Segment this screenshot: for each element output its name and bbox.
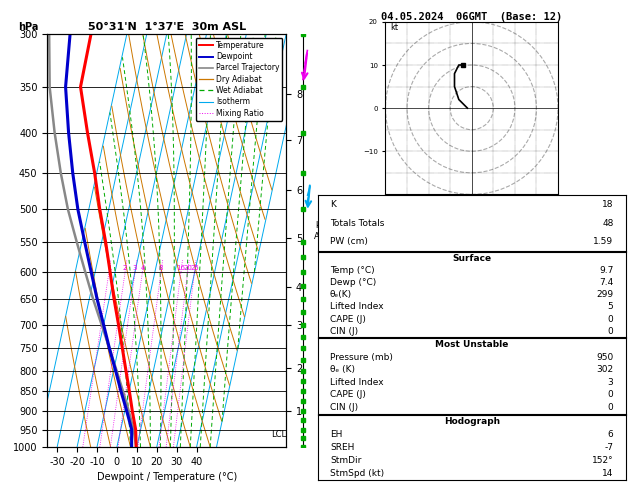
Text: 0: 0 [608, 403, 613, 412]
Text: Totals Totals: Totals Totals [330, 219, 384, 228]
Text: EH: EH [330, 430, 342, 439]
Y-axis label: km
ASL: km ASL [314, 221, 330, 241]
Text: 299: 299 [596, 290, 613, 299]
Text: StmSpd (kt): StmSpd (kt) [330, 469, 384, 478]
Text: 302: 302 [596, 365, 613, 374]
Text: CAPE (J): CAPE (J) [330, 390, 366, 399]
Text: 3: 3 [608, 378, 613, 387]
Text: SREH: SREH [330, 443, 354, 452]
Text: θₑ (K): θₑ (K) [330, 365, 355, 374]
Text: 950: 950 [596, 352, 613, 362]
Text: Surface: Surface [452, 254, 491, 263]
Text: Hodograph: Hodograph [443, 417, 500, 426]
Text: 14: 14 [602, 469, 613, 478]
Text: 48: 48 [602, 219, 613, 228]
Text: CIN (J): CIN (J) [330, 403, 358, 412]
Text: θₑ(K): θₑ(K) [330, 290, 352, 299]
Legend: Temperature, Dewpoint, Parcel Trajectory, Dry Adiabat, Wet Adiabat, Isotherm, Mi: Temperature, Dewpoint, Parcel Trajectory… [196, 38, 282, 121]
Text: K: K [330, 200, 336, 209]
Text: 2: 2 [123, 264, 127, 271]
Text: Lifted Index: Lifted Index [330, 302, 384, 312]
Text: 3: 3 [133, 264, 137, 271]
Text: 04.05.2024  06GMT  (Base: 12): 04.05.2024 06GMT (Base: 12) [381, 12, 562, 22]
Text: 0: 0 [608, 327, 613, 336]
Text: LCL: LCL [270, 430, 286, 439]
Text: 5: 5 [608, 302, 613, 312]
Text: 0: 0 [608, 390, 613, 399]
Text: 25: 25 [190, 264, 199, 271]
Text: 0: 0 [608, 314, 613, 324]
X-axis label: Dewpoint / Temperature (°C): Dewpoint / Temperature (°C) [97, 472, 237, 483]
Text: Dewp (°C): Dewp (°C) [330, 278, 376, 287]
Text: 20: 20 [183, 264, 192, 271]
Text: 1: 1 [107, 264, 111, 271]
Text: CIN (J): CIN (J) [330, 327, 358, 336]
Text: -7: -7 [604, 443, 613, 452]
Text: kt: kt [391, 23, 399, 33]
Text: 152°: 152° [592, 456, 613, 465]
Text: 8: 8 [159, 264, 164, 271]
Text: 4: 4 [140, 264, 145, 271]
Text: 1.59: 1.59 [593, 238, 613, 246]
Text: CAPE (J): CAPE (J) [330, 314, 366, 324]
Text: Most Unstable: Most Unstable [435, 340, 508, 349]
Text: Pressure (mb): Pressure (mb) [330, 352, 393, 362]
Text: 7.4: 7.4 [599, 278, 613, 287]
Text: Temp (°C): Temp (°C) [330, 266, 375, 275]
Title: 50°31'N  1°37'E  30m ASL: 50°31'N 1°37'E 30m ASL [87, 22, 246, 32]
Text: PW (cm): PW (cm) [330, 238, 368, 246]
Text: Lifted Index: Lifted Index [330, 378, 384, 387]
Text: 6: 6 [608, 430, 613, 439]
Text: 9.7: 9.7 [599, 266, 613, 275]
Text: 18: 18 [602, 200, 613, 209]
Text: hPa: hPa [18, 22, 39, 32]
Text: 16: 16 [177, 264, 186, 271]
Text: StmDir: StmDir [330, 456, 361, 465]
